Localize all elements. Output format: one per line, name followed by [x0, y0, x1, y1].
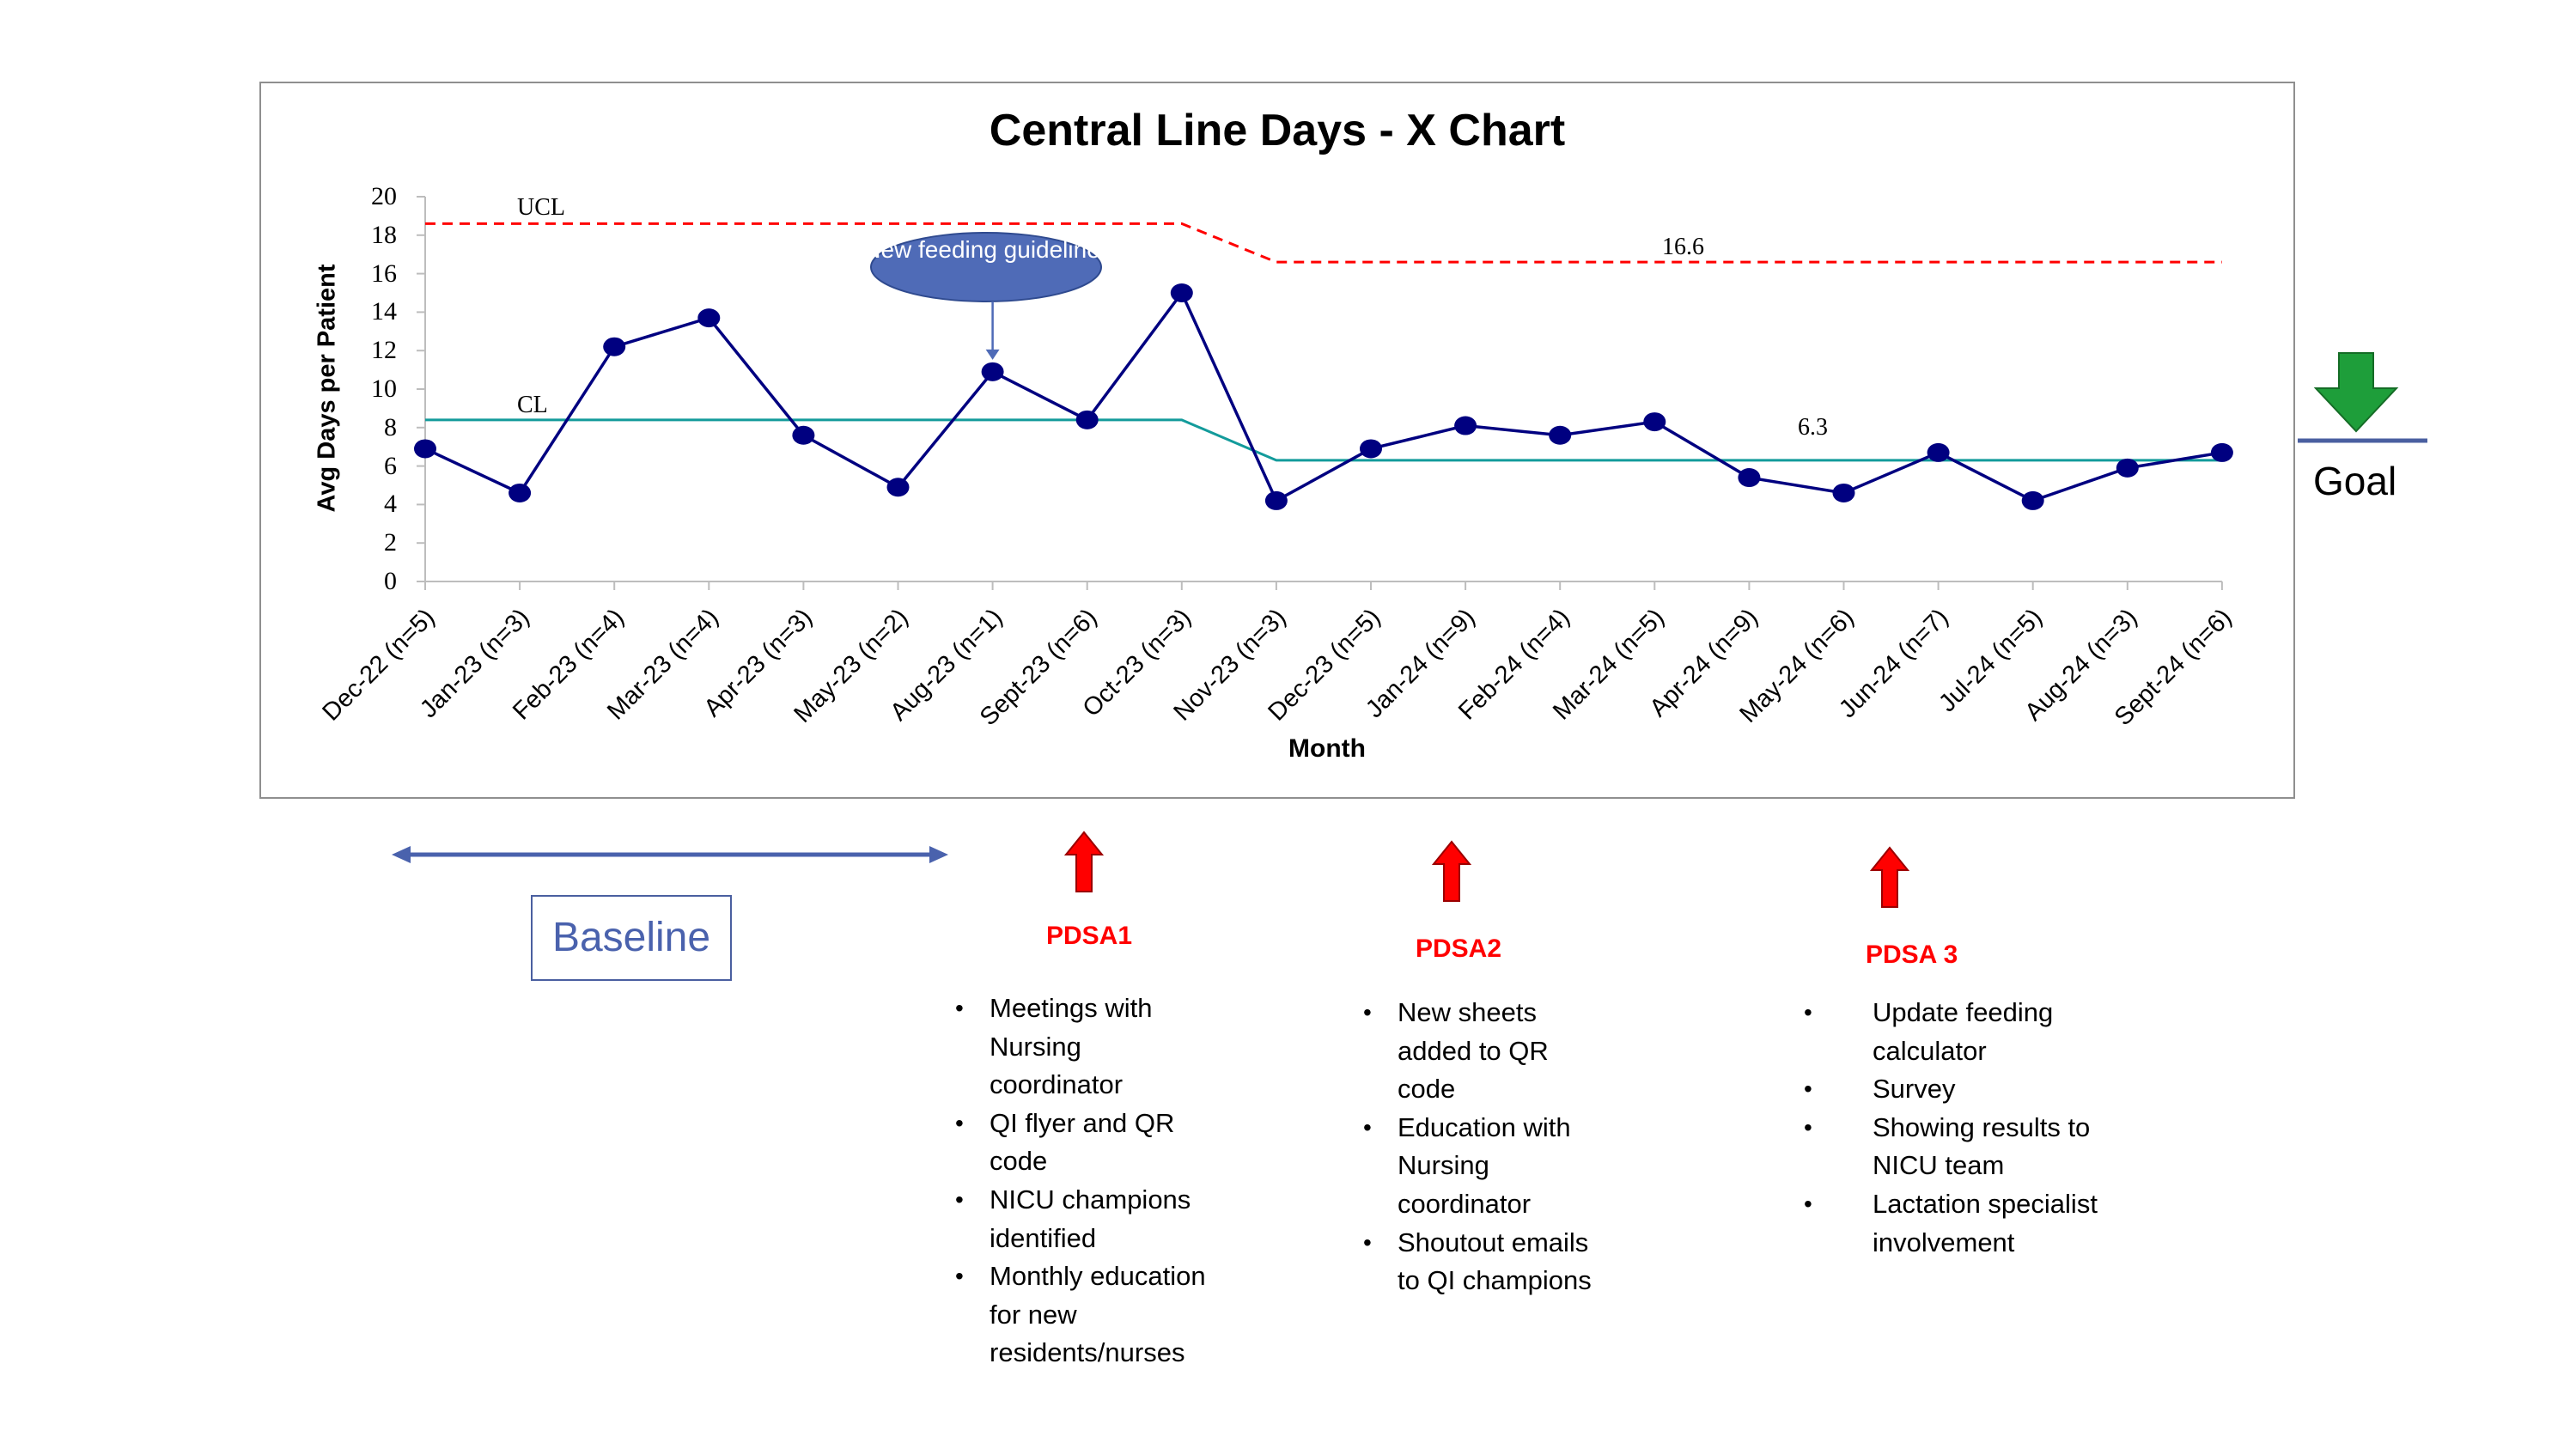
pdsa-list-item: Education with Nursing coordinator [1363, 1109, 1621, 1224]
cl-value-label: 6.3 [1798, 414, 1828, 441]
data-point [1075, 410, 1099, 429]
chart-title: Central Line Days - X Chart [989, 106, 1566, 155]
cl-label: CL [517, 392, 548, 418]
data-point [886, 478, 910, 497]
pdsa3-list: Update feeding calculatorSurveyShowing r… [1804, 994, 2113, 1262]
data-point [1927, 442, 1950, 462]
y-tick-label: 8 [384, 412, 397, 441]
callout-pointer-head [985, 349, 1000, 360]
y-tick-label: 10 [371, 374, 397, 403]
pdsa-list-item: Shoutout emails to QI champions [1363, 1224, 1621, 1300]
y-tick-label: 4 [384, 490, 397, 519]
data-point [1549, 425, 1572, 445]
pdsa-list-item: NICU champions identified [955, 1181, 1213, 1257]
baseline-arrow-right-head [929, 846, 948, 863]
cl-line [425, 418, 2222, 462]
pdsa2-list: New sheets added to QR codeEducation wit… [1363, 994, 1621, 1300]
goal-arrow-icon [2313, 352, 2399, 433]
pdsa-list-item: QI flyer and QR code [955, 1105, 1213, 1181]
pdsa3-arrow-icon [1869, 846, 1910, 908]
pdsa-list-item: Lactation specialist involvement [1804, 1185, 2113, 1262]
baseline-arrow-left-head [392, 846, 411, 863]
data-point [1454, 416, 1477, 435]
data-point [2116, 458, 2139, 478]
pdsa-list-item: New sheets added to QR code [1363, 994, 1621, 1109]
data-point [792, 425, 815, 445]
ucl-line [425, 222, 2222, 264]
data-point [1738, 468, 1761, 488]
pdsa-list-item: Showing results to NICU team [1804, 1109, 2113, 1185]
y-tick-label: 20 [371, 182, 397, 210]
pdsa-list-item: Update feeding calculator [1804, 994, 2113, 1070]
pdsa2-title: PDSA2 [1416, 935, 1502, 963]
data-point [1643, 412, 1666, 432]
pdsa1-arrow-icon [1063, 831, 1105, 892]
pdsa3-title: PDSA 3 [1866, 941, 1958, 969]
pdsa-list-item: Monthly education for new residents/nurs… [955, 1257, 1213, 1373]
pdsa-list-item: Meetings with Nursing coordinator [955, 989, 1213, 1105]
x-axis-label: Month [1288, 734, 1366, 763]
pdsa1-title: PDSA1 [1046, 922, 1133, 950]
goal-label: Goal [2313, 459, 2397, 503]
data-point [1264, 490, 1288, 510]
y-tick-label: 6 [384, 451, 397, 480]
pdsa2-arrow-icon [1431, 840, 1472, 902]
ucl-value-label: 16.6 [1662, 234, 1704, 260]
data-point [414, 439, 436, 459]
data-point [2021, 490, 2044, 510]
y-tick-label: 14 [371, 297, 397, 326]
chart-frame [259, 82, 2295, 799]
series-line [424, 289, 2223, 503]
y-tick-label: 0 [384, 567, 397, 595]
callout-text: New feeding guidelines [863, 236, 1112, 263]
y-tick-label: 16 [371, 259, 397, 288]
data-point [1832, 483, 1855, 502]
pdsa-list-item: Survey [1804, 1070, 2113, 1109]
baseline-label: Baseline [531, 895, 732, 981]
callout-bubble [870, 232, 1102, 302]
y-tick-label: 2 [384, 528, 397, 557]
data-point [981, 362, 1004, 381]
pdsa1-list: Meetings with Nursing coordinatorQI flye… [955, 989, 1213, 1373]
ucl-label: UCL [517, 194, 565, 221]
data-point [1170, 283, 1193, 302]
y-tick-label: 18 [371, 220, 397, 249]
data-point [509, 483, 532, 502]
y-tick-label: 12 [371, 336, 397, 365]
data-point [697, 308, 721, 328]
data-point [603, 337, 626, 356]
data-point [1360, 439, 1382, 459]
data-point [2210, 442, 2233, 462]
